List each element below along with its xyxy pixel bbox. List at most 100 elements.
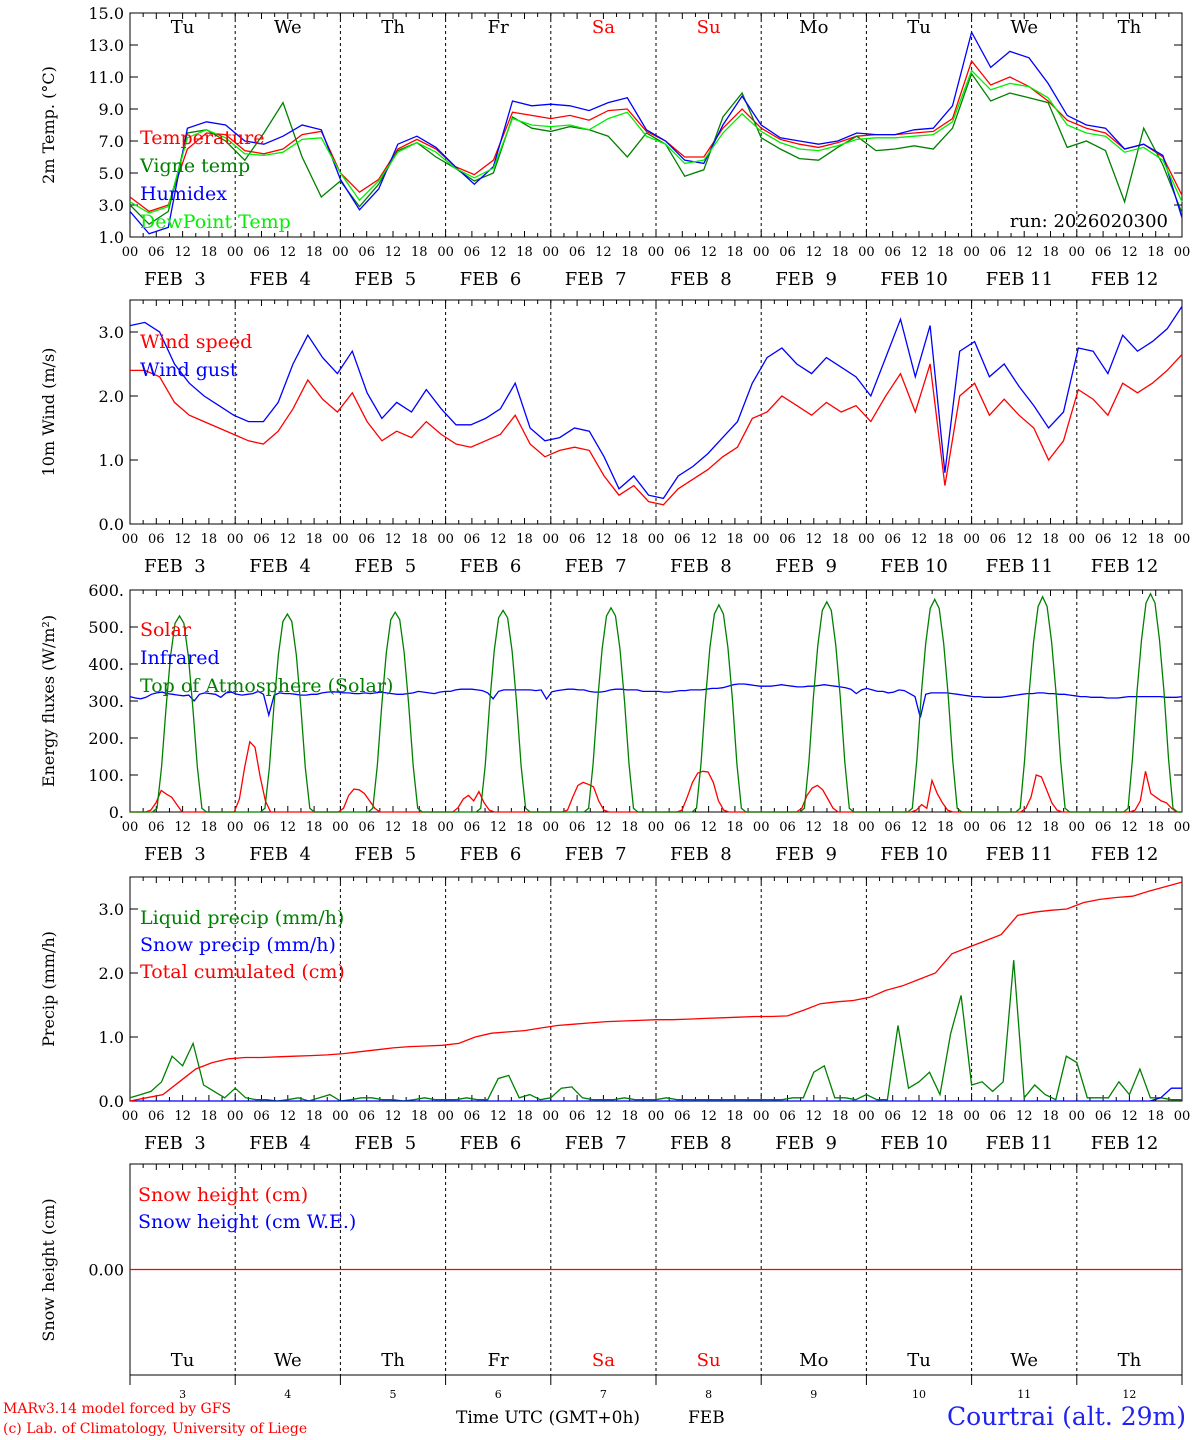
hour-tick-label: 12 <box>490 532 507 547</box>
day-number-label: 6 <box>495 1388 502 1401</box>
date-label: FEB 8 <box>670 556 732 577</box>
hour-tick-label: 12 <box>174 820 191 835</box>
date-label: FEB 10 <box>880 1133 947 1154</box>
hour-tick-label: 00 <box>648 245 665 260</box>
hour-tick-label: 00 <box>1174 820 1191 835</box>
series-line-temperature <box>129 59 1183 213</box>
hour-tick-label: 12 <box>911 245 928 260</box>
date-label: FEB 11 <box>986 844 1053 865</box>
hour-tick-label: 18 <box>516 532 533 547</box>
hour-tick-label: 06 <box>990 245 1007 260</box>
hour-tick-label: 06 <box>569 820 586 835</box>
hour-tick-label: 06 <box>779 532 796 547</box>
y-tick-label: 0.00 <box>88 1261 124 1280</box>
hour-tick-label: 00 <box>753 820 770 835</box>
legend-liquid-precip-mm-h-: Liquid precip (mm/h) <box>140 907 344 929</box>
day-number-label: 9 <box>810 1388 817 1401</box>
date-label: FEB 8 <box>670 844 732 865</box>
y-axis-label-wind: 10m Wind (m/s) <box>39 348 58 477</box>
hour-tick-label: 18 <box>832 245 849 260</box>
hour-tick-label: 12 <box>280 1109 297 1124</box>
hour-tick-label: 12 <box>174 532 191 547</box>
day-number-label: 4 <box>284 1388 291 1401</box>
legend-dewpoint-temp: DewPoint Temp <box>140 211 291 233</box>
hour-tick-label: 06 <box>884 532 901 547</box>
y-tick-label: 13.0 <box>88 36 124 55</box>
legend-infrared: Infrared <box>140 647 220 669</box>
legend-humidex: Humidex <box>140 183 227 205</box>
y-tick-label: 0.0 <box>99 515 124 534</box>
y-tick-label: 3.0 <box>99 323 124 342</box>
date-label: FEB 7 <box>565 1133 627 1154</box>
hour-tick-label: 18 <box>1042 1109 1059 1124</box>
y-tick-label: 0. <box>109 803 124 822</box>
hour-tick-label: 00 <box>227 1109 244 1124</box>
date-label: FEB 7 <box>565 556 627 577</box>
hour-tick-label: 12 <box>385 245 402 260</box>
hour-tick-label: 00 <box>1069 820 1086 835</box>
hour-tick-label: 06 <box>990 820 1007 835</box>
model-credit: MARv3.14 model forced by GFS <box>3 1401 232 1417</box>
series-line-dewpoint-temp <box>129 69 1183 214</box>
hour-tick-label: 18 <box>201 1109 218 1124</box>
hour-tick-label: 18 <box>1147 532 1164 547</box>
y-tick-label: 0.0 <box>99 1092 124 1111</box>
hour-tick-label: 06 <box>674 245 691 260</box>
weekday-label: We <box>1010 17 1038 38</box>
hour-tick-label: 00 <box>858 820 875 835</box>
hour-tick-label: 06 <box>464 820 481 835</box>
date-label: FEB 11 <box>986 1133 1053 1154</box>
weekday-label: Th <box>381 1350 405 1371</box>
hour-tick-label: 18 <box>306 532 323 547</box>
weekday-label: Th <box>1118 1350 1142 1371</box>
hour-tick-label: 18 <box>727 820 744 835</box>
hour-tick-label: 12 <box>595 820 612 835</box>
hour-tick-label: 06 <box>358 245 375 260</box>
hour-tick-label: 18 <box>516 1109 533 1124</box>
hour-tick-label: 00 <box>227 245 244 260</box>
series-line-liquid-precip-mm-h- <box>129 960 1182 1102</box>
hour-tick-label: 00 <box>858 245 875 260</box>
y-tick-label: 300. <box>88 692 124 711</box>
hour-tick-label: 06 <box>674 820 691 835</box>
hour-tick-label: 06 <box>1095 532 1112 547</box>
hour-tick-label: 12 <box>385 1109 402 1124</box>
day-number-label: 5 <box>390 1388 397 1401</box>
day-number-label: 12 <box>1122 1388 1136 1401</box>
y-tick-label: 600. <box>88 581 124 600</box>
hour-tick-label: 18 <box>201 820 218 835</box>
hour-tick-label: 12 <box>490 820 507 835</box>
y-tick-label: 2.0 <box>99 964 124 983</box>
hour-tick-label: 12 <box>595 532 612 547</box>
lab-credit: (c) Lab. of Climatology, University of L… <box>3 1421 308 1437</box>
date-label: FEB 11 <box>986 556 1053 577</box>
hour-tick-label: 18 <box>621 820 638 835</box>
date-label: FEB 10 <box>880 269 947 290</box>
y-axis-label-snow: Snow height (cm) <box>39 1198 58 1341</box>
y-tick-label: 500. <box>88 618 124 637</box>
date-label: FEB 12 <box>1091 269 1158 290</box>
hour-tick-label: 18 <box>1147 245 1164 260</box>
weekday-label: Tu <box>907 17 931 38</box>
hour-tick-label: 18 <box>937 1109 954 1124</box>
date-label: FEB 12 <box>1091 1133 1158 1154</box>
hour-tick-label: 12 <box>700 820 717 835</box>
weekday-label: We <box>274 1350 302 1371</box>
date-label: FEB 8 <box>670 269 732 290</box>
hour-tick-label: 12 <box>280 245 297 260</box>
weekday-label: We <box>274 17 302 38</box>
hour-tick-label: 12 <box>806 532 823 547</box>
hour-tick-label: 18 <box>727 1109 744 1124</box>
y-tick-label: 1.0 <box>99 451 124 470</box>
hour-tick-label: 12 <box>595 1109 612 1124</box>
hour-tick-label: 06 <box>569 532 586 547</box>
hour-tick-label: 18 <box>1042 820 1059 835</box>
hour-tick-label: 18 <box>201 532 218 547</box>
weekday-label: Fr <box>488 17 509 38</box>
hour-tick-label: 12 <box>911 820 928 835</box>
hour-tick-label: 06 <box>148 245 165 260</box>
legend-snow-height-cm-: Snow height (cm) <box>138 1184 308 1206</box>
date-label: FEB 4 <box>249 1133 311 1154</box>
hour-tick-label: 00 <box>437 245 454 260</box>
